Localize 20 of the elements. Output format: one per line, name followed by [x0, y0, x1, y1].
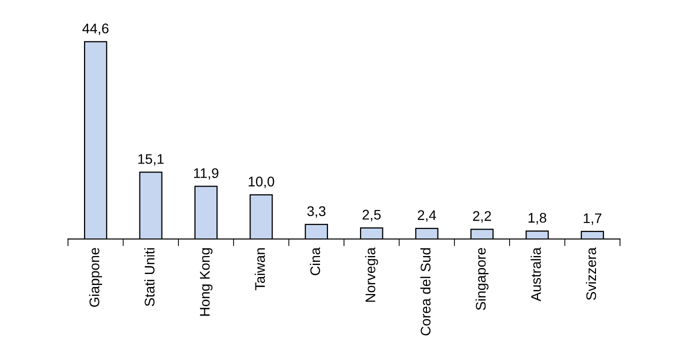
x-tick-label: Australia — [530, 247, 541, 302]
data-label: 2,4 — [418, 210, 436, 222]
data-label: 44,6 — [82, 24, 109, 36]
data-label: 1,8 — [528, 212, 546, 224]
x-tick-label: Svizzera — [586, 247, 596, 300]
x-tick-label: Hong Kong — [200, 248, 212, 316]
x-tick-label: Giappone — [89, 248, 102, 307]
data-label: 1,7 — [584, 213, 602, 225]
data-label: 3,3 — [307, 206, 326, 218]
data-label: 11,9 — [194, 168, 218, 180]
x-tick-label: Stati Uniti — [144, 248, 155, 306]
data-label: 2,5 — [362, 210, 381, 222]
data-label: 15,1 — [138, 154, 164, 166]
x-tick-label: Cina — [310, 247, 320, 276]
data-label: 10,0 — [248, 176, 274, 188]
x-tick-label: Singapore — [476, 248, 488, 310]
data-label: 2,2 — [473, 211, 491, 223]
x-tick-label: Corea del Sud — [420, 248, 431, 336]
x-tick-label: Taiwan — [254, 248, 265, 290]
x-tick-label: Norvegia — [365, 247, 378, 302]
